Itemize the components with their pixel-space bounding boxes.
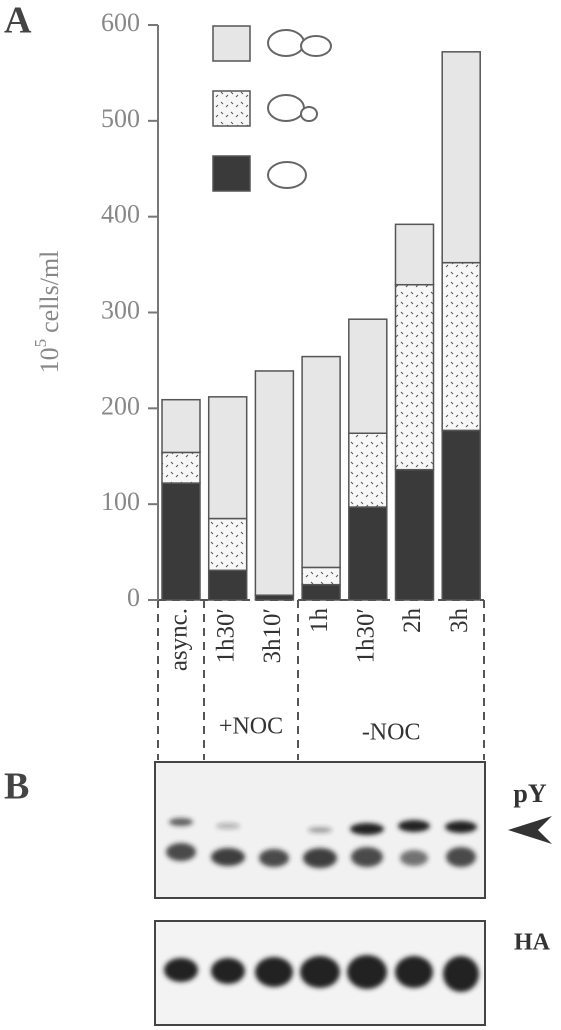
y-tick-label: 300	[101, 295, 140, 324]
y-tick-label: 600	[101, 8, 140, 37]
legend-swatch	[212, 25, 251, 62]
bar-segment	[207, 517, 248, 572]
y-axis-label: 105 cells/ml	[31, 251, 64, 374]
y-label-exponent: 5	[31, 339, 50, 348]
x-tick-label: 1h30′	[353, 608, 380, 663]
bar-segment	[441, 261, 481, 432]
group-label: -NOC	[362, 720, 421, 746]
bar-segment	[394, 468, 435, 601]
y-tick-label: 100	[101, 487, 140, 516]
bar-segment	[301, 355, 341, 569]
y-tick-label: 500	[101, 104, 140, 133]
y-label-unit: cells/ml	[35, 251, 64, 333]
blot-label: HA	[514, 930, 551, 956]
panel-label: B	[4, 766, 29, 808]
y-tick-label: 200	[101, 391, 140, 420]
bar-segment	[207, 396, 248, 520]
bar-segment	[441, 51, 481, 264]
bar-segment	[394, 223, 435, 286]
x-tick-label: 2h	[399, 608, 426, 634]
x-tick-label: async.	[166, 608, 193, 671]
blot-bands	[164, 818, 479, 992]
bar-segment	[301, 583, 341, 601]
bar-segment	[394, 283, 435, 471]
group-label: +NOC	[219, 714, 283, 740]
bar-segment	[161, 398, 201, 454]
x-tick-label: 1h	[306, 608, 333, 634]
bar-segment	[207, 569, 248, 601]
bar-segment	[441, 429, 481, 601]
bar-segment	[348, 432, 388, 508]
bar-segment	[161, 482, 201, 601]
arrowhead	[508, 816, 552, 844]
blot-label: pY	[513, 779, 546, 808]
bar-segment	[254, 370, 295, 596]
y-tick-label: 0	[127, 583, 140, 612]
x-tick-label: 3h	[446, 608, 473, 634]
bar-segment	[348, 318, 388, 435]
legend-icons	[267, 29, 332, 189]
x-tick-label: 1h30′	[212, 608, 239, 663]
legend-swatch	[212, 90, 251, 127]
x-tick-label: 3h10′	[259, 608, 286, 663]
bar-segment	[161, 451, 201, 484]
y-tick-label: 400	[101, 200, 140, 229]
bar-segment	[348, 506, 388, 601]
bar-segment	[301, 566, 341, 586]
legend-swatch	[212, 155, 251, 192]
panel-label: A	[4, 0, 32, 42]
y-label-base: 10	[35, 347, 64, 373]
